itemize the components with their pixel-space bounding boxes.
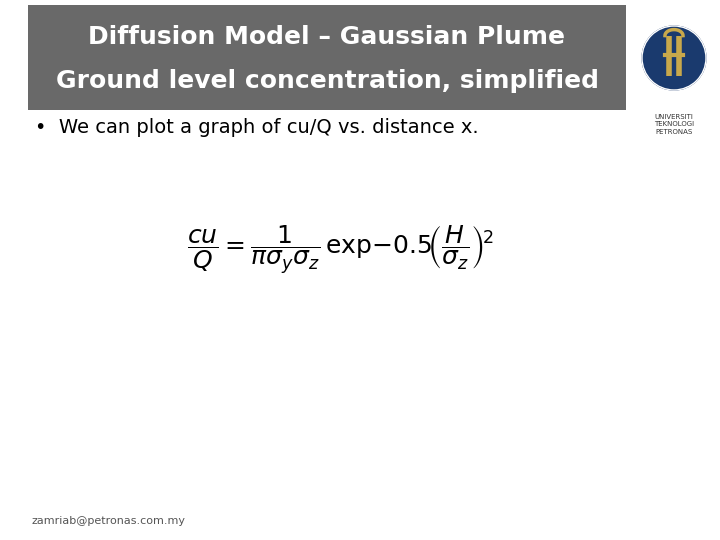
Text: UNIVERSITI
TEKNOLOGI
PETRONAS: UNIVERSITI TEKNOLOGI PETRONAS bbox=[654, 114, 694, 135]
Bar bbox=[28, 5, 626, 110]
Circle shape bbox=[642, 26, 706, 90]
Text: •  We can plot a graph of cu/Q vs. distance x.: • We can plot a graph of cu/Q vs. distan… bbox=[35, 118, 479, 137]
Text: Ground level concentration, simplified: Ground level concentration, simplified bbox=[55, 69, 598, 92]
Text: Diffusion Model – Gaussian Plume: Diffusion Model – Gaussian Plume bbox=[89, 24, 565, 49]
Text: $\dfrac{cu}{Q} = \dfrac{1}{\pi\sigma_y\sigma_z}$$\,\mathrm{exp}{-0.5}\!\left(\df: $\dfrac{cu}{Q} = \dfrac{1}{\pi\sigma_y\s… bbox=[186, 224, 493, 276]
Text: zamriab@petronas.com.my: zamriab@petronas.com.my bbox=[32, 516, 186, 526]
